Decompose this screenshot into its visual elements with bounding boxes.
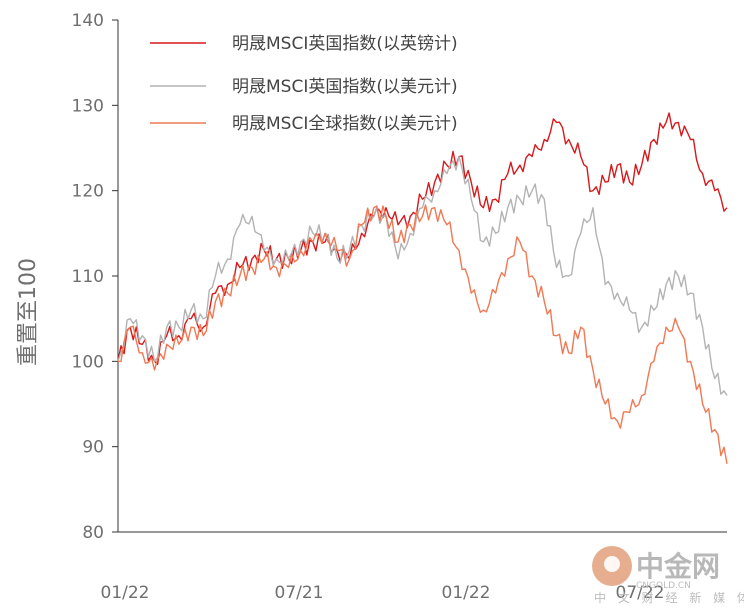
y-tick-label: 100: [72, 352, 104, 372]
series-line-3: [117, 204, 728, 464]
watermark-logo: 中金网 CNGOLD.CN 中 文 财 经 新 媒 体: [592, 546, 744, 605]
y-tick-label: 120: [72, 182, 104, 202]
series-line-2: [117, 155, 728, 396]
legend-label-1: 明晟MSCI英国指数(以英镑计): [232, 34, 458, 54]
legend-label-2: 明晟MSCI英国指数(以美元计): [232, 77, 458, 97]
x-tick-label: 01/22: [442, 583, 491, 603]
x-tick-label: 01/22: [101, 583, 150, 603]
y-axis: 80 90 100 110 120 130 140: [72, 11, 119, 543]
watermark-brand: 中金网: [636, 550, 720, 583]
y-tick-label: 80: [82, 523, 104, 543]
y-axis-label: 重置至100: [16, 258, 41, 366]
y-tick-label: 90: [82, 438, 104, 458]
y-tick-label: 130: [72, 96, 104, 116]
y-tick-label: 140: [72, 11, 104, 31]
legend-label-3: 明晟MSCI全球指数(以美元计): [232, 114, 458, 134]
watermark-tagline: 中 文 财 经 新 媒 体: [594, 590, 744, 605]
x-tick-label: 07/22: [616, 583, 665, 603]
x-axis: 01/22 07/21 01/22 07/22: [101, 531, 727, 603]
series-line-1: [117, 112, 728, 365]
x-tick-label: 07/21: [275, 583, 324, 603]
y-tick-label: 110: [72, 267, 104, 287]
legend: 明晟MSCI英国指数(以英镑计) 明晟MSCI英国指数(以美元计) 明晟MSCI全球…: [150, 34, 458, 134]
series-lines: [117, 112, 728, 464]
watermark-site: CNGOLD.CN: [636, 581, 691, 591]
